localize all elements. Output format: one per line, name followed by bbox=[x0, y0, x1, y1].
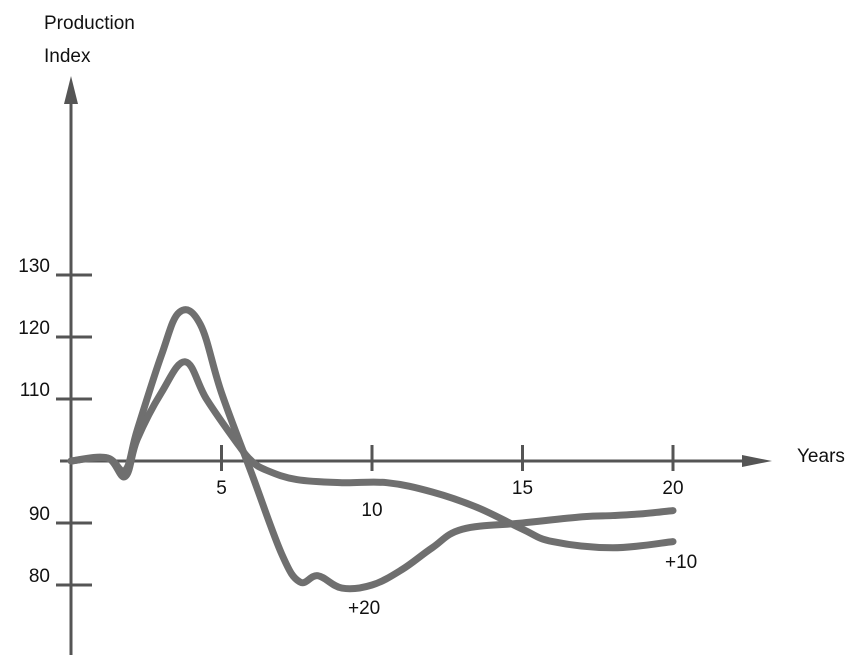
y-tick-label: 90 bbox=[29, 504, 50, 525]
x-tick-label: 20 bbox=[662, 478, 683, 499]
series-line-plus10 bbox=[67, 358, 677, 552]
y-tick-label: 130 bbox=[18, 256, 50, 277]
series-line-plus20 bbox=[67, 306, 677, 593]
series-label-plus10: +10 bbox=[665, 552, 697, 573]
x-axis-arrowhead bbox=[742, 455, 772, 467]
x-tick-label: 5 bbox=[216, 478, 227, 499]
y-axis-arrowhead bbox=[64, 76, 78, 104]
y-tick-label: 120 bbox=[18, 318, 50, 339]
y-tick-label: 110 bbox=[20, 380, 50, 401]
series-label-plus20: +20 bbox=[348, 598, 380, 619]
series-lines bbox=[67, 306, 677, 593]
x-tick-label: 15 bbox=[512, 478, 533, 499]
y-axis-label-line1: Production bbox=[44, 13, 135, 34]
x-tick-label: 10 bbox=[361, 500, 382, 521]
axes bbox=[60, 76, 772, 655]
x-axis-label: Years bbox=[797, 446, 845, 467]
y-axis-label-line2: Index bbox=[44, 46, 91, 67]
y-tick-label: 80 bbox=[29, 566, 50, 587]
axis-ticks: 5 10 15 20 80 90 110 120 130 bbox=[18, 256, 683, 587]
